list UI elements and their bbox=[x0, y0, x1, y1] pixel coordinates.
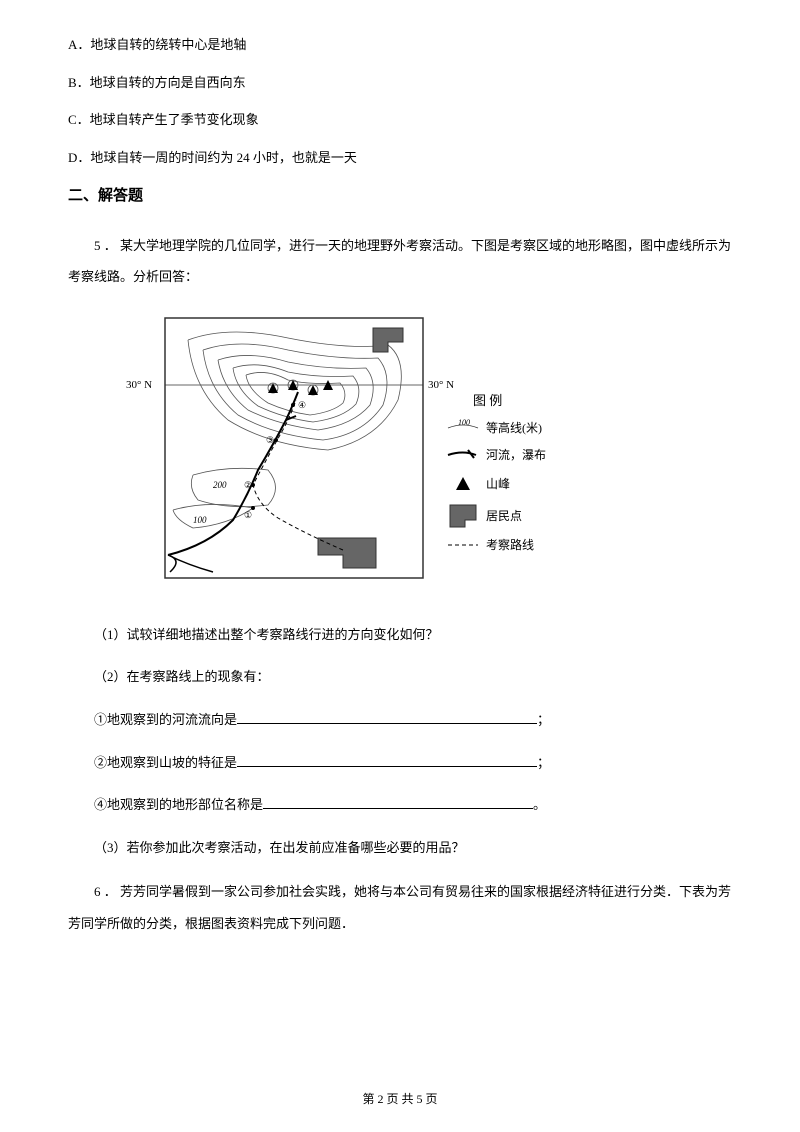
settlement-shapes bbox=[318, 328, 403, 568]
q5-sub2-1-text: ①地观察到的河流流向是 bbox=[94, 712, 237, 727]
q5-sub2-2-end: ； bbox=[537, 755, 550, 770]
svg-text:②: ② bbox=[244, 480, 252, 490]
option-a: A．地球自转的绕转中心是地轴 bbox=[68, 35, 732, 55]
q5-sub2-2-text: ②地观察到山坡的特征是 bbox=[94, 755, 237, 770]
q5-sub2-4-text: ④地观察到的地形部位名称是 bbox=[94, 797, 263, 812]
legend-peak-label: 山峰 bbox=[486, 477, 510, 491]
question-6-intro: 6 ． 芳芳同学暑假到一家公司参加社会实践，她将与本公司有贸易往来的国家根据经济… bbox=[68, 876, 732, 938]
survey-route bbox=[253, 400, 343, 550]
svg-text:①: ① bbox=[244, 510, 252, 520]
q5-sub1: （1）试较详细地描述出整个考察路线行进的方向变化如何？ bbox=[68, 621, 732, 650]
section-2-title: 二、解答题 bbox=[68, 185, 732, 208]
q5-sub3: （3）若你参加此次考察活动，在出发前应准备哪些必要的用品？ bbox=[68, 834, 732, 863]
river-branch bbox=[168, 555, 213, 572]
river-line bbox=[168, 392, 298, 555]
blank-line bbox=[237, 753, 537, 767]
topographic-map: 30° N 30° N bbox=[118, 310, 732, 597]
contour-100-label: 100 bbox=[193, 515, 207, 525]
q5-sub2-1: ①地观察到的河流流向是 ； bbox=[68, 706, 732, 735]
legend-settlement-icon bbox=[450, 505, 476, 527]
legend-river-label: 河流，瀑布 bbox=[486, 448, 546, 462]
legend-settlement-label: 居民点 bbox=[486, 509, 522, 523]
option-c: C．地球自转产生了季节变化现象 bbox=[68, 110, 732, 130]
q5-sub2-2: ②地观察到山坡的特征是 ； bbox=[68, 749, 732, 778]
blank-line bbox=[263, 795, 533, 809]
legend-peak-icon bbox=[456, 477, 470, 490]
blank-line bbox=[237, 710, 537, 724]
legend-title: 图 例 bbox=[473, 393, 502, 408]
legend-route-label: 考察路线 bbox=[486, 537, 534, 552]
lat-left-label: 30° N bbox=[126, 379, 152, 391]
q5-sub2-4-end: 。 bbox=[533, 797, 546, 812]
q5-sub2: （2）在考察路线上的现象有： bbox=[68, 663, 732, 692]
map-svg: 30° N 30° N bbox=[118, 310, 558, 590]
legend-contour-val: 100 bbox=[458, 418, 470, 427]
option-b: B．地球自转的方向是自西向东 bbox=[68, 73, 732, 93]
page-footer: 第 2 页 共 5 页 bbox=[0, 1090, 800, 1107]
question-5-intro: 5 ． 某大学地理学院的几位同学，进行一天的地理野外考察活动。下图是考察区域的地… bbox=[68, 230, 732, 292]
legend-contour-label: 等高线(米) bbox=[486, 420, 542, 435]
contour-group bbox=[173, 332, 401, 528]
svg-text:③: ③ bbox=[266, 435, 274, 445]
svg-text:④: ④ bbox=[298, 400, 306, 410]
lat-right-label: 30° N bbox=[428, 379, 454, 391]
q5-sub2-1-end: ； bbox=[537, 712, 550, 727]
q5-sub2-4: ④地观察到的地形部位名称是 。 bbox=[68, 791, 732, 820]
route-markers: ① ② ③ ④ bbox=[244, 400, 306, 520]
contour-200-label: 200 bbox=[213, 480, 227, 490]
option-d: D．地球自转一周的时间约为 24 小时，也就是一天 bbox=[68, 148, 732, 168]
